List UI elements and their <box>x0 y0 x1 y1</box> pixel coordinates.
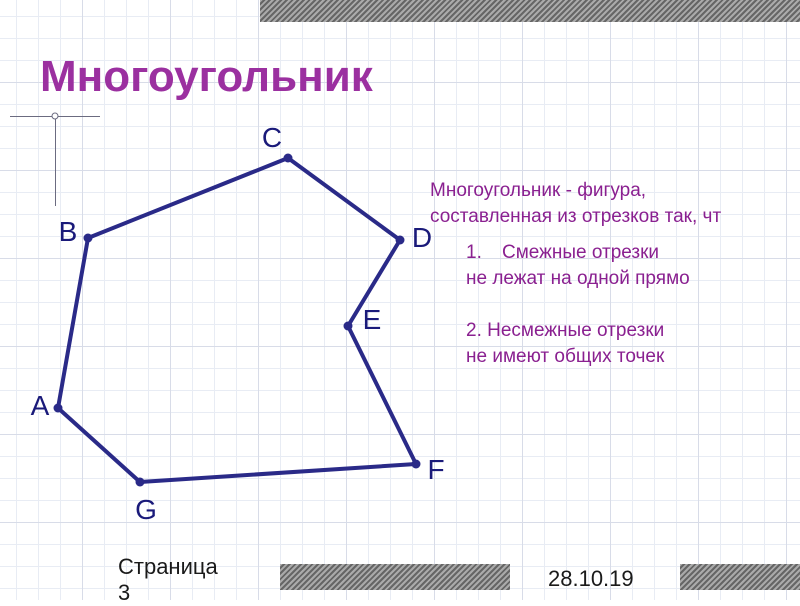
rule2-line1: 2. Несмежные отрезки <box>466 318 664 344</box>
footer-page-number: 3 <box>118 580 130 606</box>
vertex-label-f: F <box>427 454 444 486</box>
vertex-label-g: G <box>135 494 157 526</box>
vertex-dot-e <box>344 322 353 331</box>
polygon-diagram <box>0 0 800 600</box>
rule1-line2: не лежат на одной прямо <box>466 266 690 292</box>
vertex-dot-g <box>136 478 145 487</box>
vertex-dot-a <box>54 404 63 413</box>
definition-text: Многоугольник - фигура, составленная из … <box>430 178 721 229</box>
vertex-dot-b <box>84 234 93 243</box>
footer-page-label: Страница <box>118 554 218 580</box>
vertex-label-c: C <box>262 122 282 154</box>
vertex-label-b: B <box>59 216 78 248</box>
vertex-dot-c <box>284 154 293 163</box>
rule1-line1: Смежные отрезки <box>502 240 659 266</box>
rule1-number: 1. <box>466 240 482 266</box>
bottom-placeholder-2 <box>680 564 800 590</box>
vertex-label-e: E <box>363 304 382 336</box>
vertex-dot-d <box>396 236 405 245</box>
footer-date: 28.10.19 <box>548 566 634 592</box>
bottom-placeholder-1 <box>280 564 510 590</box>
rule2-line2: не имеют общих точек <box>466 344 664 370</box>
vertex-label-a: A <box>31 390 50 422</box>
vertex-dot-f <box>412 460 421 469</box>
